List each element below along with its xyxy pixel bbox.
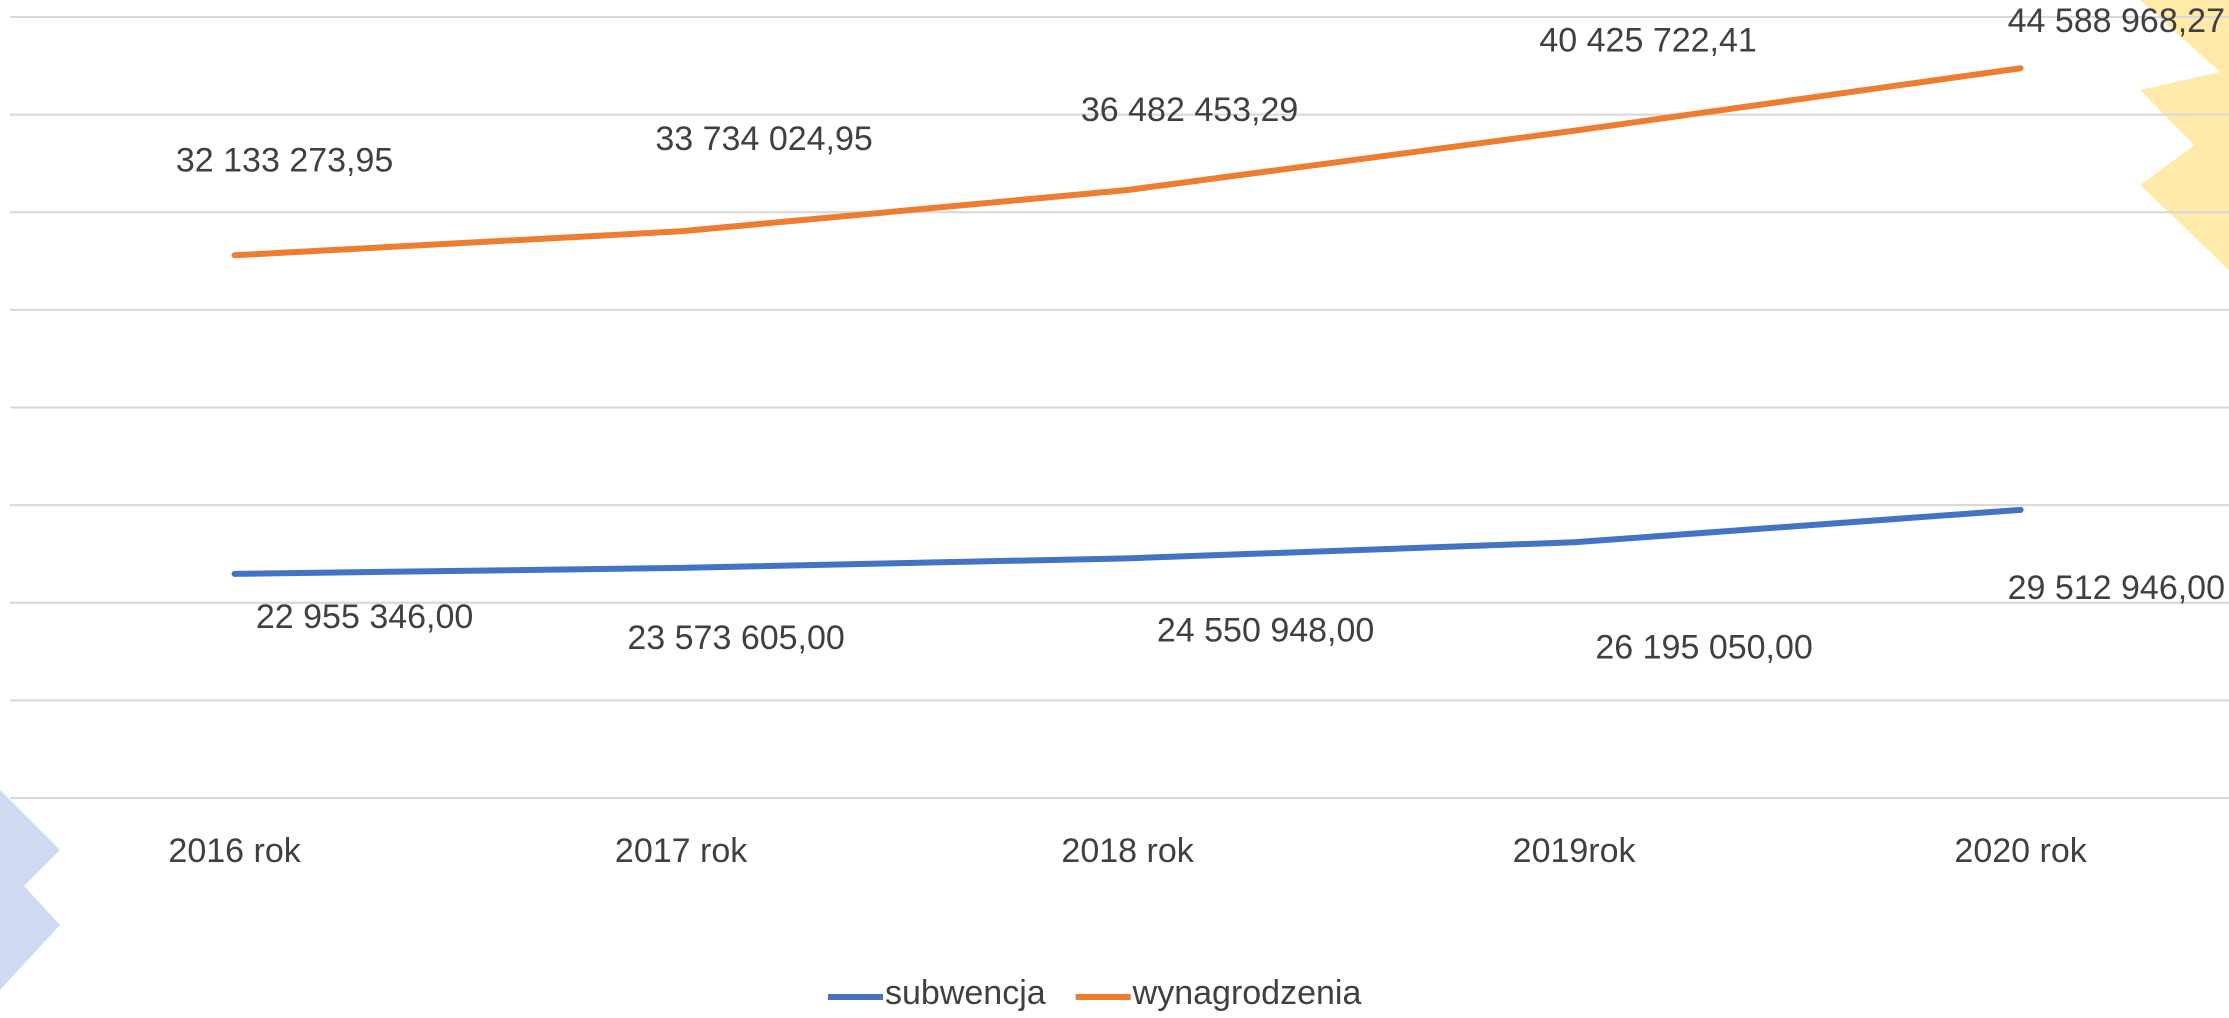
- x-tick-label: 2020 rok: [1954, 832, 2087, 870]
- x-tick-label: 2019rok: [1513, 832, 1637, 870]
- data-label: 40 425 722,41: [1539, 22, 1756, 60]
- data-label: 44 588 968,27: [2008, 2, 2225, 40]
- x-tick-label: 2017 rok: [615, 832, 748, 870]
- data-label: 33 734 024,95: [655, 120, 872, 158]
- x-tick-label: 2016 rok: [168, 832, 301, 870]
- line: [231, 506, 2024, 577]
- data-label: 22 955 346,00: [256, 598, 473, 636]
- decoration: [0, 0, 2229, 990]
- legend-label: wynagrodzenia: [1132, 974, 1362, 1012]
- data-label: 36 482 453,29: [1081, 91, 1298, 129]
- x-tick-label: 2018 rok: [1061, 832, 1194, 870]
- data-label: 29 512 946,00: [2008, 569, 2225, 607]
- data-label: 32 133 273,95: [176, 141, 393, 179]
- legend-label: subwencja: [885, 974, 1046, 1012]
- data-label: 26 195 050,00: [1595, 628, 1812, 666]
- data-label: 24 550 948,00: [1157, 611, 1374, 649]
- data-label: 23 573 605,00: [627, 619, 844, 657]
- line: [231, 65, 2024, 259]
